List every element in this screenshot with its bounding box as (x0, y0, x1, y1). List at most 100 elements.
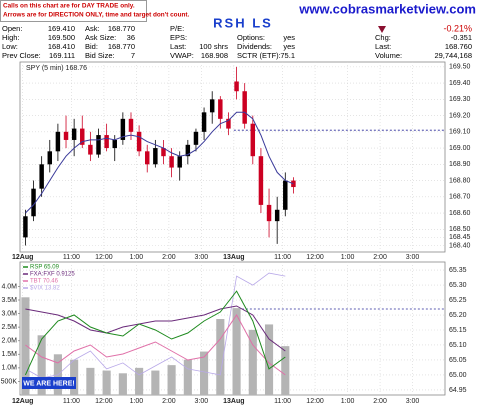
candle-body (153, 148, 158, 165)
candle-body (120, 118, 126, 140)
quote-label: VWAP: (170, 51, 194, 60)
candle-body (31, 188, 36, 217)
candle-body (169, 156, 174, 168)
volume-bar (264, 324, 274, 395)
x-tick-label: 2:00 (162, 254, 176, 261)
candle-body (96, 135, 101, 155)
y2-tick-label: 500K (1, 378, 18, 385)
quote-label: Open: (2, 24, 22, 33)
quote-label: EPS: (170, 33, 187, 42)
volume-bar (167, 365, 176, 395)
volume-bar (118, 373, 127, 395)
candle-body (258, 156, 264, 205)
volume-bar (86, 367, 95, 395)
quote-value: yes (283, 42, 295, 51)
candle-body (55, 131, 61, 152)
notice-box (0, 0, 147, 22)
volume-bar (135, 367, 144, 395)
quote-label: SCTR (ETF): (237, 51, 281, 60)
candle-body (193, 131, 199, 145)
y-tick-label: 65.30 (449, 282, 467, 289)
legend-entry: $VIX 13.82 (30, 286, 60, 292)
quote-label: Volume: (375, 51, 402, 60)
quote-panel: Open: 169.410 High: 169.500 Low: 168.410 Prev … (2, 23, 472, 60)
candle-body (144, 151, 150, 165)
candle-body (250, 123, 256, 157)
x-tick-label: 1:00 (341, 254, 355, 261)
x-tick-label: 11:00 (63, 398, 80, 405)
y-tick-label: 168.80 (449, 177, 471, 184)
quote-value: 100 shrs (199, 42, 228, 51)
y-tick-label: 168.40 (449, 242, 471, 249)
y-tick-label: 65.35 (449, 267, 467, 274)
x-tick-label: 12Aug (12, 398, 33, 405)
candle-body (80, 128, 85, 145)
series-line (25, 272, 286, 379)
candle-body (63, 131, 69, 140)
series-line (25, 111, 294, 214)
quote-value: -0.21% (443, 23, 472, 33)
x-tick-label: 3:00 (406, 254, 420, 261)
x-tick-label: 1:00 (341, 398, 355, 405)
candle-body (234, 81, 239, 92)
y-tick-label: 65.05 (449, 357, 467, 364)
candle-body (104, 135, 109, 149)
notice-line: Arrows are for DIRECTION ONLY, time and … (3, 12, 189, 19)
plot-area (19, 61, 446, 253)
quote-value: 168.770 (108, 42, 135, 51)
x-tick-label: 12:00 (306, 398, 324, 405)
title: RSH LS (213, 15, 273, 30)
series-line (24, 290, 286, 376)
quote-label: Ask: (85, 24, 100, 33)
quote-label: High: (2, 33, 20, 42)
quote-value: 29,744,168 (434, 51, 472, 60)
x-tick-label: 1:00 (130, 254, 144, 261)
candle-body (266, 204, 272, 222)
quote-value: -0.351 (451, 33, 472, 42)
candle-body (71, 128, 77, 140)
quote-label: P/E: (170, 24, 184, 33)
candle-body (128, 118, 134, 132)
quote-label: Ask Size: (85, 33, 116, 42)
volume-bar (151, 370, 160, 395)
y-tick-label: 169.00 (449, 145, 471, 152)
candle-body (136, 131, 142, 152)
quote-value: 7 (131, 51, 135, 60)
y-tick-label: 169.10 (449, 129, 471, 136)
y-tick-label: 65.20 (449, 312, 467, 319)
y-tick-label: 64.95 (449, 387, 467, 394)
annotation-box (22, 377, 76, 389)
quote-value: 168.410 (48, 42, 75, 51)
y2-tick-label: 4.0M (1, 283, 17, 290)
candle-body (47, 151, 53, 165)
x-tick-label: 12:00 (95, 398, 113, 405)
candle-body (112, 139, 117, 149)
down-triangle (378, 26, 386, 33)
quote-value: yes (283, 33, 295, 42)
y-tick-label: 65.10 (449, 342, 467, 349)
x-tick-label: 2:00 (373, 398, 387, 405)
candle-body (39, 164, 44, 189)
x-tick-label: 12Aug (12, 254, 33, 261)
quote-label: Dividends: (237, 42, 272, 51)
series-line (25, 305, 286, 352)
x-tick-label: 13Aug (223, 254, 244, 261)
quote-label: Last: (170, 42, 186, 51)
x-tick-label: 11:00 (274, 398, 291, 405)
volume-bar (248, 329, 257, 395)
quote-value: 169.410 (48, 24, 75, 33)
y2-tick-label: 3.0M (1, 310, 17, 317)
legend-entry: FXA:FXF 0.9125 (30, 272, 75, 278)
quote-value: 169.500 (48, 33, 75, 42)
volume-bar (37, 335, 46, 395)
quote-value: 75.1 (280, 51, 295, 60)
quote-value: 168.770 (108, 24, 135, 33)
quote-label: Low: (2, 42, 18, 51)
quote-value: 168.908 (201, 51, 228, 60)
candle-body (201, 112, 207, 132)
website: www.cobrasmarketview.com (298, 1, 476, 16)
y2-tick-label: 2.0M (1, 338, 17, 345)
